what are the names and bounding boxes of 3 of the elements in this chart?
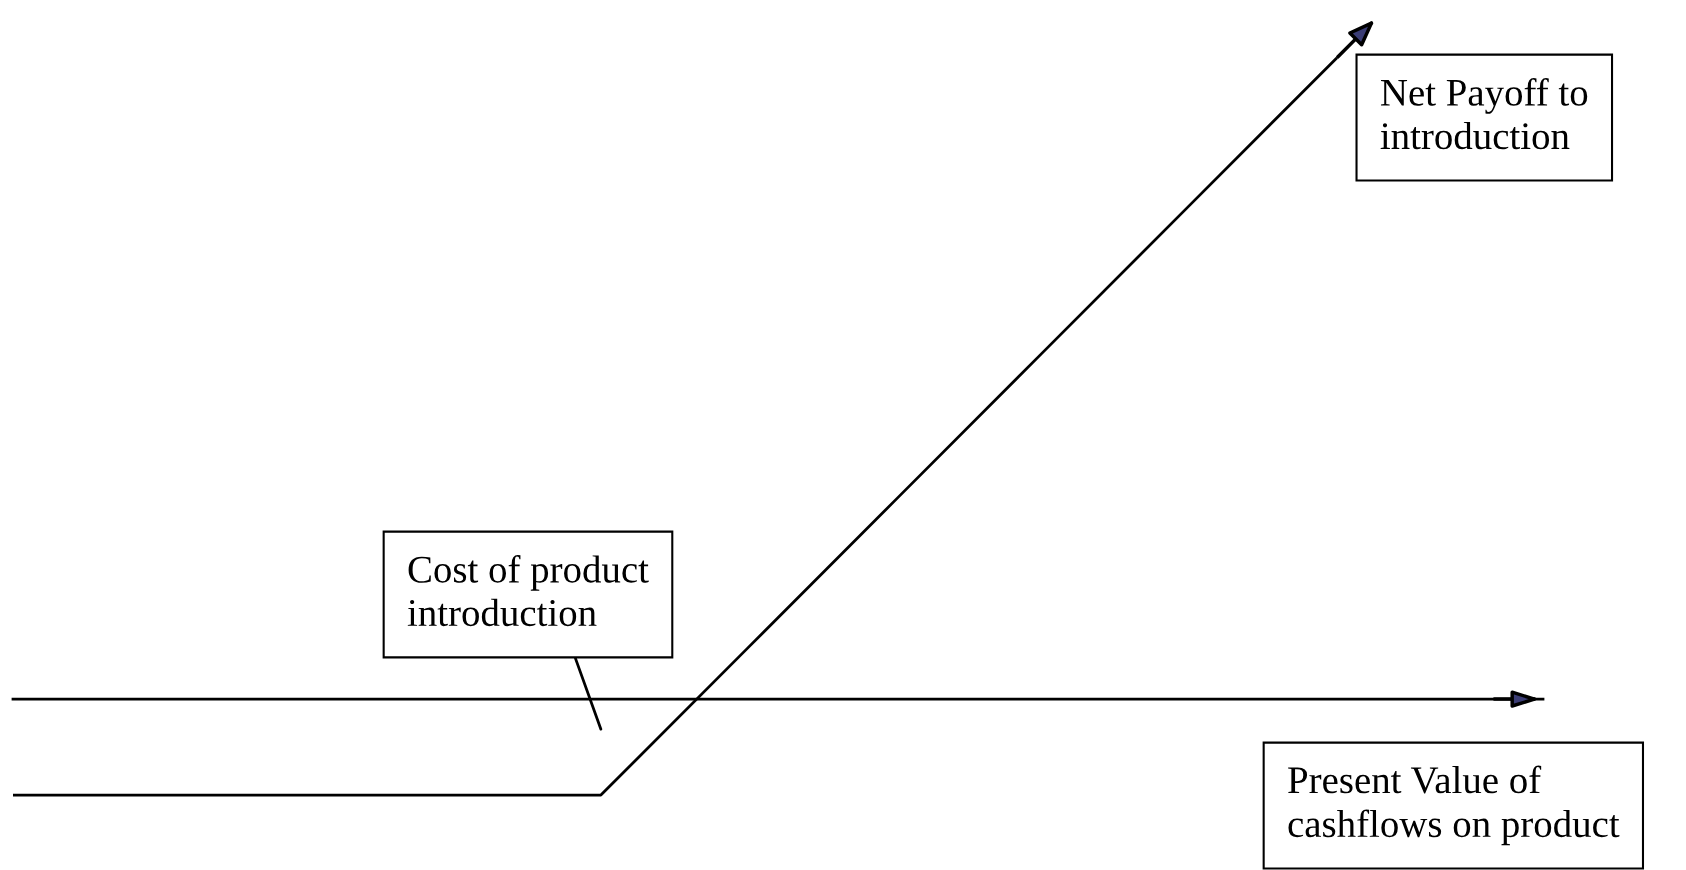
annotation: Cost of product introduction [407, 555, 649, 627]
x-axis-title: Present Value of cashflows on product [1288, 765, 1620, 846]
legend-label: Net Payoff to introduction [1380, 78, 1588, 150]
